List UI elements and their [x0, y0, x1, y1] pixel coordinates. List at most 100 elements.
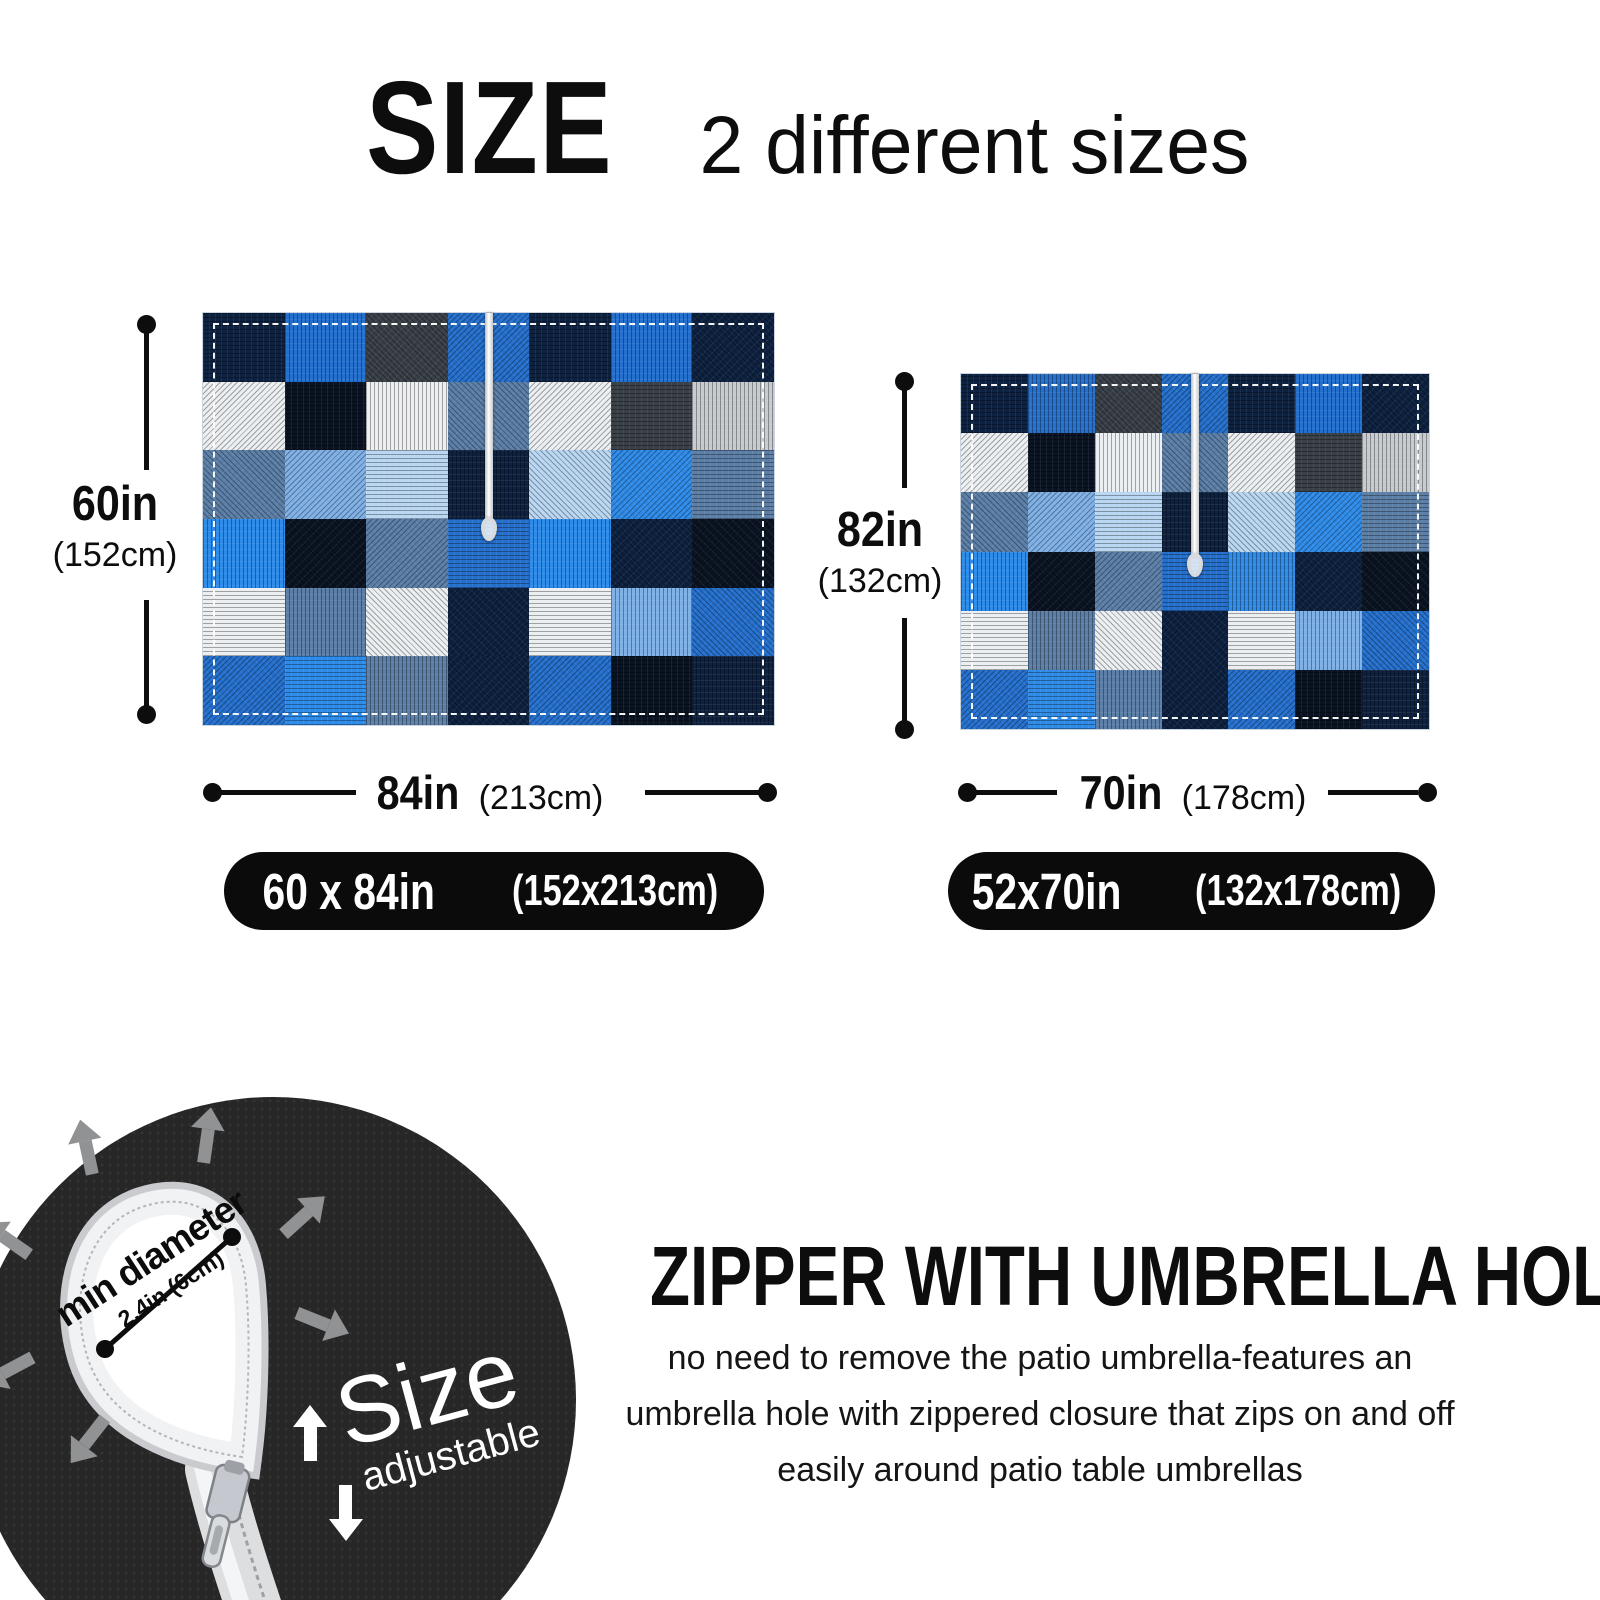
page-title: SIZE [366, 54, 614, 201]
pattern-cell [203, 313, 285, 382]
pattern-cell [529, 450, 611, 519]
pattern-cell [366, 587, 448, 657]
width-dimension-small: 70in (178cm) [1040, 765, 1340, 820]
height-dimension-large: 60in (152cm) [25, 476, 205, 575]
dim-line [144, 330, 149, 470]
pattern-cell [961, 492, 1028, 552]
pill-size-text: 52x70in [971, 862, 1122, 920]
dim-dot [1418, 783, 1437, 802]
pattern-cell [366, 518, 448, 588]
pattern-cell [447, 587, 530, 657]
pattern-cell [1161, 669, 1229, 730]
pattern-cell [961, 610, 1028, 671]
dim-dot [758, 783, 777, 802]
pattern-cell [1094, 492, 1162, 552]
pattern-cell [1094, 374, 1162, 434]
dim-dot [137, 705, 156, 724]
zipper-pull-icon [480, 517, 497, 541]
pattern-cell [1027, 433, 1095, 493]
size-pill-60x84: 60 x 84in (152x213cm) [224, 852, 764, 930]
pattern-cell [529, 587, 611, 657]
pattern-cell [1094, 610, 1162, 671]
pattern-cell [1228, 669, 1296, 730]
pattern-cell [366, 313, 448, 382]
pattern-cell [692, 450, 774, 519]
zipper-pull-icon [1187, 553, 1203, 578]
pattern-cell [1295, 492, 1363, 552]
dim-dot [895, 720, 914, 739]
pattern-cell [284, 381, 367, 451]
pattern-cell [961, 669, 1028, 730]
dim-dot [137, 315, 156, 334]
pill-metric-text: (152x213cm) [511, 866, 718, 915]
pattern-cell [1295, 374, 1363, 434]
pattern-cell [961, 374, 1028, 434]
pattern-cell [610, 381, 693, 451]
description-line: easily around patio table umbrellas [777, 1451, 1303, 1489]
pattern-cell [284, 450, 367, 519]
pattern-cell [692, 381, 774, 451]
width-value: 70in [1079, 766, 1163, 819]
expand-arrow-icon [185, 1104, 228, 1165]
pattern-cell [961, 433, 1028, 493]
pattern-cell [284, 518, 367, 588]
pattern-cell [692, 587, 774, 657]
pill-size-text: 60 x 84in [262, 862, 436, 920]
pattern-cell [1295, 669, 1363, 730]
height-value: 60in [71, 477, 159, 531]
size-pill-52x70: 52x70in (132x178cm) [948, 852, 1435, 930]
pattern-cell [692, 518, 774, 588]
pattern-cell [610, 518, 693, 588]
pattern-cell [203, 381, 285, 451]
pattern-cell [366, 381, 448, 451]
pattern-cell [1027, 610, 1095, 671]
pattern-cell [1094, 669, 1162, 730]
pattern-cell [203, 656, 285, 725]
pattern-cell [203, 518, 285, 588]
height-metric: (132cm) [817, 562, 943, 600]
pattern-cell [529, 313, 611, 382]
pattern-cell [1094, 433, 1162, 493]
page-subtitle: 2 different sizes [699, 100, 1250, 191]
width-value: 84in [376, 766, 460, 819]
pattern-cell [1027, 669, 1095, 730]
dim-line [1328, 790, 1418, 795]
pattern-cell [1027, 374, 1095, 434]
pattern-cell [1228, 433, 1296, 493]
zipper-illustration [60, 1181, 281, 1600]
pattern-cell [1094, 551, 1162, 611]
pattern-cell [1362, 492, 1429, 552]
pattern-cell [1362, 374, 1429, 434]
pattern-cell [284, 656, 367, 725]
pattern-cell [447, 656, 530, 725]
width-metric: (178cm) [1181, 779, 1307, 817]
zipper-strip [1191, 374, 1199, 556]
pattern-cell [366, 450, 448, 519]
pattern-cell [529, 518, 611, 588]
dim-dot [958, 783, 977, 802]
pattern-cell [366, 656, 448, 725]
tablecloth-preview-52x70 [960, 373, 1430, 730]
dim-line [144, 600, 149, 710]
zipper-strip [484, 313, 493, 519]
pattern-cell [1228, 610, 1296, 671]
pattern-cell [1027, 492, 1095, 552]
description-line: no need to remove the patio umbrella-fea… [667, 1339, 1413, 1377]
pattern-cell [610, 587, 693, 657]
pattern-cell [692, 656, 774, 725]
dim-line [902, 388, 907, 488]
pattern-cell [692, 313, 774, 382]
pattern-cell [1295, 610, 1363, 671]
height-value: 82in [836, 503, 924, 557]
pattern-cell [1228, 374, 1296, 434]
pattern-cell [1362, 551, 1429, 611]
pattern-cell [203, 450, 285, 519]
pattern-cell [1362, 669, 1429, 730]
dim-line [645, 790, 770, 795]
dim-line [216, 790, 356, 795]
pattern-cell [1362, 610, 1429, 671]
pattern-cell [1228, 492, 1296, 552]
size-up-arrow-icon [292, 1405, 328, 1461]
pattern-cell [529, 656, 611, 725]
